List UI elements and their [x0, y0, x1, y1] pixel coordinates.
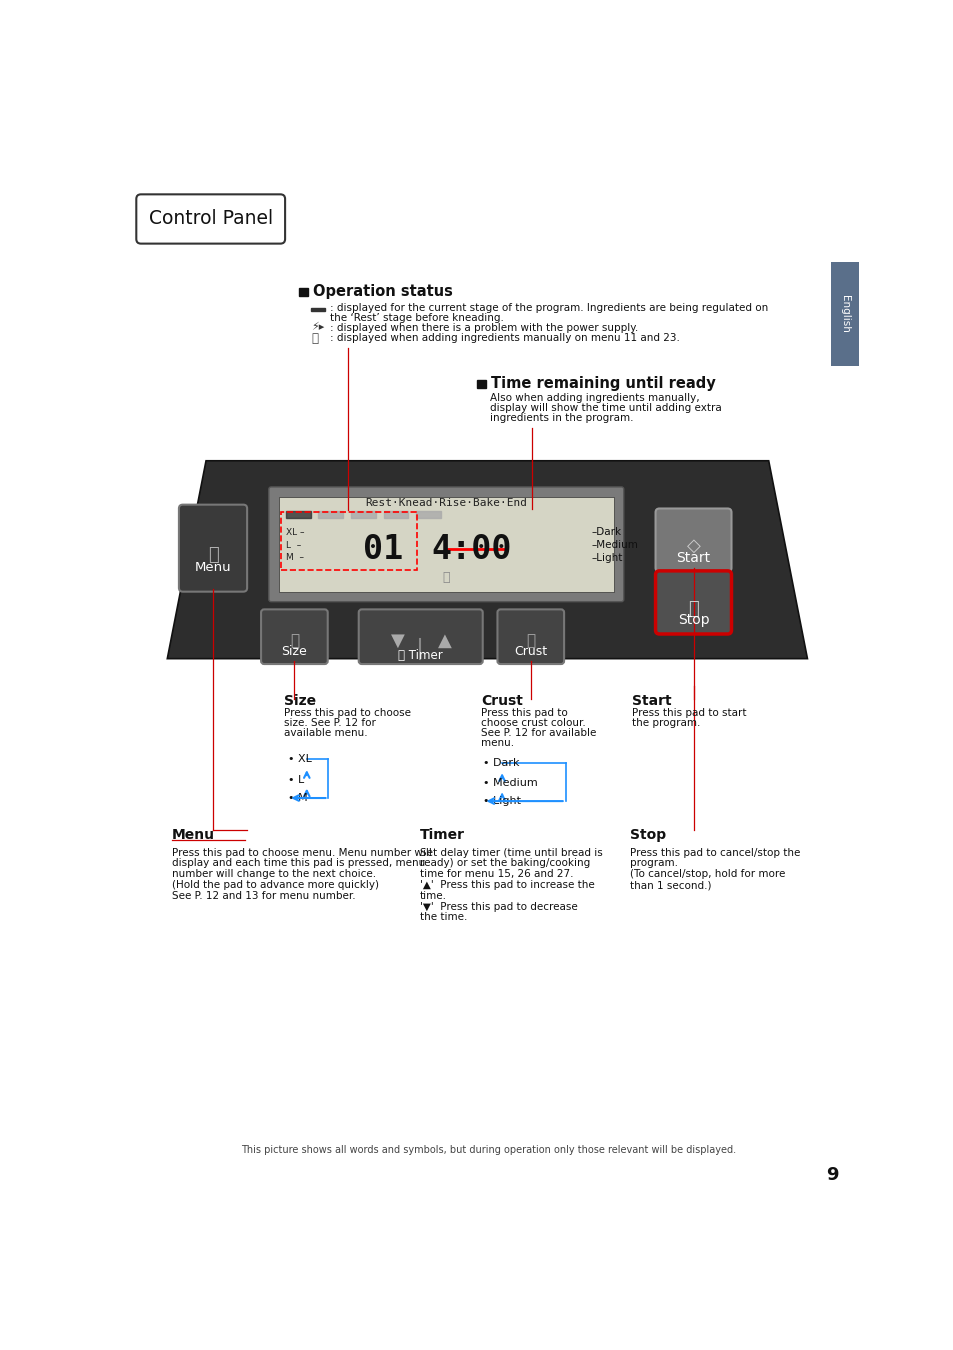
Text: (To cancel/stop, hold for more: (To cancel/stop, hold for more [629, 869, 784, 879]
Text: ▲: ▲ [437, 632, 451, 649]
Text: • Dark: • Dark [483, 757, 519, 768]
Text: : displayed for the current stage of the program. Ingredients are being regulate: : displayed for the current stage of the… [330, 304, 767, 313]
Text: Press this pad to choose: Press this pad to choose [284, 709, 411, 718]
Text: Size: Size [284, 694, 316, 707]
Text: Also when adding ingredients manually,: Also when adding ingredients manually, [490, 393, 700, 404]
Text: the ‘Rest’ stage before kneading.: the ‘Rest’ stage before kneading. [330, 313, 503, 323]
Text: –Dark: –Dark [592, 528, 621, 537]
Text: 🧲: 🧲 [311, 332, 318, 344]
Text: Time remaining until ready: Time remaining until ready [491, 377, 716, 392]
Text: Crust: Crust [514, 645, 547, 659]
Text: Press this pad to choose menu. Menu number will: Press this pad to choose menu. Menu numb… [172, 848, 432, 857]
Text: '▼'  Press this pad to decrease: '▼' Press this pad to decrease [419, 902, 578, 911]
Text: Size: Size [281, 645, 307, 659]
Text: 01: 01 [362, 533, 402, 566]
Bar [281, 513, 416, 570]
Text: Timer: Timer [419, 828, 464, 842]
Text: Set delay timer (time until bread is: Set delay timer (time until bread is [419, 848, 602, 857]
Text: • L: • L [288, 775, 304, 784]
FancyBboxPatch shape [278, 497, 613, 591]
Text: Start: Start [676, 551, 710, 564]
FancyBboxPatch shape [358, 609, 482, 664]
Text: menu.: menu. [480, 738, 514, 748]
Text: 9: 9 [825, 1165, 838, 1184]
Text: display and each time this pad is pressed, menu: display and each time this pad is presse… [172, 859, 425, 868]
FancyBboxPatch shape [655, 571, 731, 634]
Text: 🔑: 🔑 [526, 633, 535, 648]
Text: English: English [839, 294, 849, 332]
Text: than 1 second.): than 1 second.) [629, 880, 711, 890]
Text: L  –: L – [286, 541, 301, 549]
Text: ⚡▸: ⚡▸ [311, 323, 324, 332]
Text: XL –: XL – [286, 528, 304, 537]
FancyBboxPatch shape [655, 509, 731, 571]
Text: Stop: Stop [629, 828, 665, 842]
Text: M  –: M – [286, 554, 304, 563]
Bar [318, 510, 343, 518]
Text: Stop: Stop [677, 613, 709, 628]
Text: 📖: 📖 [208, 545, 218, 564]
Text: Start: Start [632, 694, 671, 707]
Text: number will change to the next choice.: number will change to the next choice. [172, 869, 375, 879]
Text: choose crust colour.: choose crust colour. [480, 718, 585, 729]
Text: ◇: ◇ [686, 537, 700, 555]
FancyBboxPatch shape [179, 505, 247, 591]
Text: Crust: Crust [480, 694, 522, 707]
Text: 📖: 📖 [442, 571, 450, 583]
Text: display will show the time until adding extra: display will show the time until adding … [490, 404, 721, 413]
Polygon shape [167, 460, 806, 659]
Bar [298, 288, 307, 296]
FancyBboxPatch shape [830, 262, 858, 366]
Text: See P. 12 and 13 for menu number.: See P. 12 and 13 for menu number. [172, 891, 355, 900]
Text: Menu: Menu [194, 562, 231, 574]
Text: time.: time. [419, 891, 447, 900]
Text: time for menu 15, 26 and 27.: time for menu 15, 26 and 27. [419, 869, 573, 879]
Text: '▲'  Press this pad to increase the: '▲' Press this pad to increase the [419, 880, 594, 890]
Text: –Medium: –Medium [592, 540, 639, 551]
Text: Control Panel: Control Panel [149, 209, 273, 228]
Text: ingredients in the program.: ingredients in the program. [490, 413, 634, 424]
Text: • XL: • XL [288, 753, 312, 764]
Text: available menu.: available menu. [284, 729, 368, 738]
Text: the time.: the time. [419, 913, 467, 922]
Text: 🍾: 🍾 [290, 633, 298, 648]
FancyBboxPatch shape [269, 487, 623, 602]
Text: Press this pad to cancel/stop the: Press this pad to cancel/stop the [629, 848, 800, 857]
Text: ⏻ Timer: ⏻ Timer [398, 649, 442, 662]
FancyBboxPatch shape [136, 194, 285, 243]
Text: size. See P. 12 for: size. See P. 12 for [284, 718, 375, 729]
Text: ready) or set the baking/cooking: ready) or set the baking/cooking [419, 859, 590, 868]
Text: • M: • M [288, 792, 308, 803]
Bar [286, 510, 311, 518]
Text: : displayed when there is a problem with the power supply.: : displayed when there is a problem with… [330, 323, 638, 332]
Text: Ⓘ: Ⓘ [687, 599, 699, 617]
Text: –Light: –Light [592, 552, 622, 563]
Text: (Hold the pad to advance more quickly): (Hold the pad to advance more quickly) [172, 880, 378, 890]
Text: • Medium: • Medium [483, 778, 537, 787]
Text: Rest·Knead·Rise·Bake·End: Rest·Knead·Rise·Bake·End [365, 498, 527, 508]
Text: Press this pad to start: Press this pad to start [632, 709, 746, 718]
FancyBboxPatch shape [497, 609, 563, 664]
Bar [351, 510, 375, 518]
Text: 4:00: 4:00 [431, 533, 512, 566]
Text: : displayed when adding ingredients manually on menu 11 and 23.: : displayed when adding ingredients manu… [330, 333, 679, 343]
Bar [416, 510, 440, 518]
Text: Operation status: Operation status [313, 284, 453, 298]
FancyBboxPatch shape [261, 609, 328, 664]
Text: See P. 12 for available: See P. 12 for available [480, 729, 596, 738]
Text: ▼: ▼ [390, 632, 404, 649]
Text: the program.: the program. [632, 718, 700, 729]
Bar [311, 308, 325, 310]
Text: This picture shows all words and symbols, but during operation only those releva: This picture shows all words and symbols… [241, 1145, 736, 1154]
Text: • Light: • Light [483, 796, 521, 806]
Text: Press this pad to: Press this pad to [480, 709, 567, 718]
Text: Menu: Menu [172, 828, 214, 842]
Bar [383, 510, 408, 518]
Bar [476, 379, 485, 389]
Text: program.: program. [629, 859, 678, 868]
